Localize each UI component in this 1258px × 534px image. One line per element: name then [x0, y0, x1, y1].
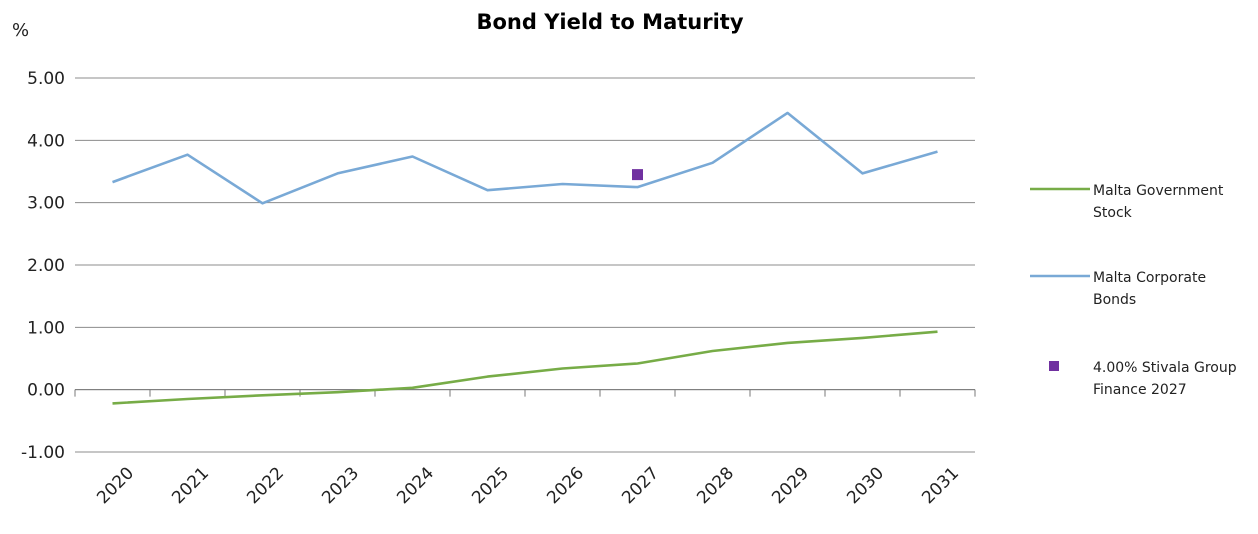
x-tick-label: 2030	[843, 463, 888, 508]
y-tick-label: 4.00	[27, 131, 65, 151]
x-tick-label: 2024	[393, 463, 438, 508]
chart-title: Bond Yield to Maturity	[476, 10, 744, 34]
series-line-malta-government-stock	[112, 330, 938, 405]
x-tick-label: 2020	[93, 463, 138, 508]
y-tick-label: 3.00	[27, 194, 65, 214]
x-tick-label: 2029	[768, 463, 813, 508]
legend-swatch-marker	[1049, 361, 1059, 371]
x-tick-label: 2028	[693, 463, 738, 508]
legend-label: 4.00% Stivala Group	[1093, 360, 1237, 376]
y-tick-label: 1.00	[27, 318, 65, 338]
series-line-malta-corporate-bonds	[112, 111, 938, 205]
x-tick-label: 2027	[618, 463, 663, 508]
x-tick-label: 2031	[918, 463, 963, 508]
legend-label: Stock	[1093, 205, 1133, 221]
x-tick-label: 2026	[543, 463, 588, 508]
legend-label: Malta Government	[1093, 183, 1224, 199]
legend-label: Malta Corporate	[1093, 270, 1206, 286]
x-tick-label: 2022	[243, 463, 288, 508]
y-tick-label: 5.00	[27, 69, 65, 89]
y-tick-label: 2.00	[27, 256, 65, 276]
y-axis-unit-label: %	[12, 20, 30, 41]
x-tick-label: 2021	[168, 463, 213, 508]
x-tick-label: 2025	[468, 463, 513, 508]
legend-label: Bonds	[1093, 292, 1136, 308]
y-tick-label: -1.00	[21, 443, 65, 463]
series-marker-stivala-2027	[632, 169, 643, 181]
y-tick-label: 0.00	[27, 381, 65, 401]
legend-label: Finance 2027	[1093, 382, 1187, 398]
x-tick-label: 2023	[318, 463, 363, 508]
